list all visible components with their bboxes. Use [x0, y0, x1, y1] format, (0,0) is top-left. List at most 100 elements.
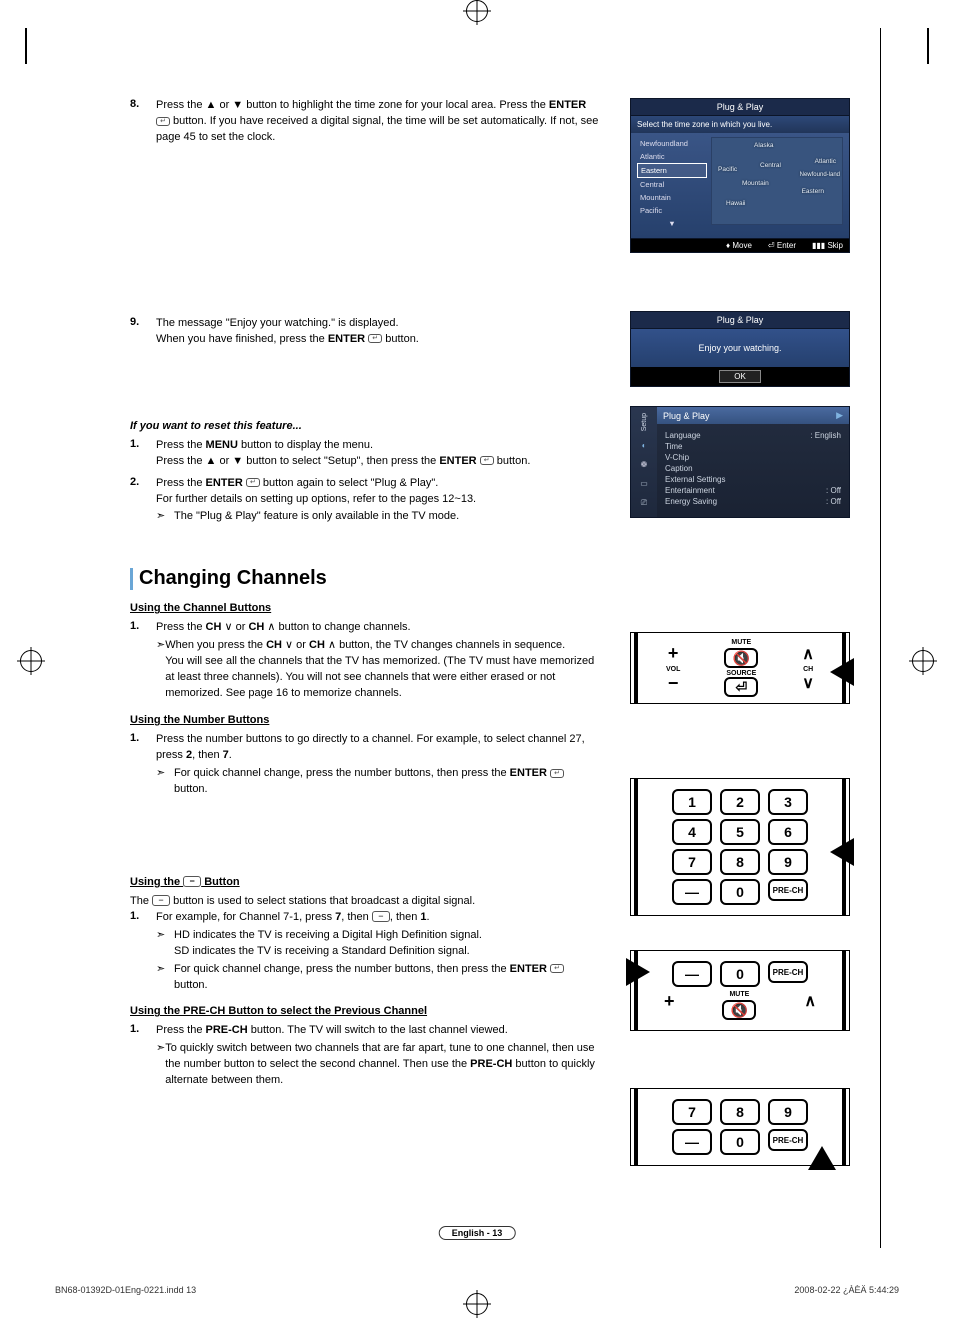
body-text: The message "Enjoy your watching." is di…	[156, 316, 600, 332]
key-dash: —	[672, 879, 712, 905]
input-icon: ▭	[640, 479, 648, 488]
key-8: 8	[720, 1099, 760, 1125]
move-hint: ♦ Move	[726, 241, 752, 250]
chevron-right-icon: ▶	[836, 410, 843, 421]
key-6: 6	[768, 819, 808, 845]
vol-label: VOL	[666, 666, 680, 673]
key-dash: —	[672, 961, 712, 987]
prech-step-1: 1. Press the PRE-CH button. The TV will …	[130, 1023, 600, 1089]
timezone-list: Newfoundland Atlantic Eastern Central Mo…	[637, 137, 707, 230]
note-arrow-icon: ➣	[156, 962, 174, 994]
menu-row: External Settings	[665, 474, 841, 485]
note-arrow-icon: ➣	[156, 766, 174, 798]
osd-subtitle: Select the time zone in which you live.	[630, 116, 850, 133]
map-label: Atlantic	[815, 158, 836, 165]
step-8: 8. Press the ▲ or ▼ button to highlight …	[130, 98, 600, 146]
note-arrow-icon: ➣	[156, 509, 174, 525]
menu-row: Time	[665, 441, 841, 452]
crop-mark	[25, 28, 27, 64]
registration-mark-icon	[912, 650, 934, 672]
tz-item: Newfoundland	[637, 137, 707, 150]
key-9: 9	[768, 1099, 808, 1125]
trim-line	[880, 28, 881, 1248]
note-text: You will see all the channels that the T…	[165, 654, 600, 702]
osd-enjoy-panel: Plug & Play Enjoy your watching. OK	[630, 311, 850, 387]
step-number: 1.	[130, 910, 156, 994]
step-number: 9.	[130, 316, 156, 348]
map-label: Mountain	[742, 180, 769, 187]
timezone-map: Alaska Pacific Central Atlantic Mountain…	[711, 137, 843, 225]
step-number: 1.	[130, 1023, 156, 1089]
note-text: The "Plug & Play" feature is only availa…	[174, 509, 459, 525]
step-number: 8.	[130, 98, 156, 146]
dash-icon: −	[152, 895, 170, 906]
note-arrow-icon: ➣	[156, 1041, 165, 1089]
note-text: SD indicates the TV is receiving a Stand…	[174, 944, 482, 960]
key-0: 0	[720, 961, 760, 987]
osd-message: Enjoy your watching.	[630, 329, 850, 367]
osd-footer: ♦ Move ⏎ Enter ▮▮▮ Skip	[630, 239, 850, 253]
enter-icon	[246, 478, 260, 487]
reset-step-1: 1. Press the MENU button to display the …	[130, 438, 600, 470]
note-arrow-icon: ➣	[156, 638, 165, 702]
section-heading: Changing Channels	[130, 567, 600, 590]
num-step-1: 1. Press the number buttons to go direct…	[130, 732, 600, 798]
setup-tab-label: Setup	[641, 413, 648, 431]
osd-footer: OK	[630, 367, 850, 387]
dash-icon: −	[372, 911, 390, 922]
osd-menu-head: Plug & Play ▶	[657, 407, 849, 424]
pointer-arrow-icon	[830, 838, 854, 866]
remote-vol-ch-diagram: +VOL− MUTE 🔇 SOURCE ⏎ ∧CH∨	[630, 632, 850, 704]
tz-item: Pacific	[637, 204, 707, 217]
enter-icon	[550, 769, 564, 778]
ch-step-1: 1. Press the CH ∨ or CH ∧ button to chan…	[130, 620, 600, 702]
key-4: 4	[672, 819, 712, 845]
step-9: 9. The message "Enjoy your watching." is…	[130, 316, 600, 348]
intro-text: The − button is used to select stations …	[130, 894, 600, 910]
key-0: 0	[720, 1129, 760, 1155]
input-icon: ⎚	[641, 498, 647, 508]
indd-filename: BN68-01392D-01Eng-0221.indd 13	[55, 1285, 196, 1295]
body-text: Press the ▲ or ▼ button to highlight the…	[156, 99, 549, 111]
menu-row: Language: English	[665, 430, 841, 441]
map-label: Newfound-land	[800, 172, 840, 178]
body-text: When you have finished, press the	[156, 333, 328, 345]
key-prech: PRE-CH	[768, 1129, 808, 1151]
key-7: 7	[672, 849, 712, 875]
enter-icon	[156, 117, 170, 126]
dash-icon: −	[183, 876, 201, 887]
enter-label: ENTER	[328, 333, 365, 345]
remote-dash-diagram: —0PRE-CH + MUTE🔇 ∧	[630, 950, 850, 1031]
step-number: 2.	[130, 476, 156, 526]
key-prech: PRE-CH	[768, 961, 808, 983]
key-prech: PRE-CH	[768, 879, 808, 901]
note-text: HD indicates the TV is receiving a Digit…	[174, 928, 482, 944]
key-5: 5	[720, 819, 760, 845]
body-text: button. If you have received a digital s…	[156, 115, 598, 143]
map-label: Hawaii	[726, 200, 746, 207]
menu-row: Caption	[665, 463, 841, 474]
ch-label: CH	[803, 666, 813, 673]
source-label: SOURCE	[726, 670, 756, 677]
reset-heading: If you want to reset this feature...	[130, 420, 600, 432]
osd-icon-rail: Setup ◐ ❁ ▭ ⎚	[631, 407, 657, 517]
chevron-down-icon: ▼	[637, 217, 707, 230]
mute-label: MUTE	[731, 639, 751, 646]
step-number: 1.	[130, 620, 156, 702]
key-3: 3	[768, 789, 808, 815]
pointer-arrow-icon	[626, 958, 650, 986]
tz-item-selected: Eastern	[637, 163, 707, 178]
manual-page: Plug & Play Select the time zone in whic…	[0, 0, 954, 1315]
osd-title: Plug & Play	[630, 98, 850, 116]
menu-title: Plug & Play	[663, 411, 710, 421]
picture-icon: ◐	[642, 441, 647, 450]
map-label: Eastern	[802, 188, 824, 195]
sub-heading: Using the Channel Buttons	[130, 602, 600, 614]
key-7: 7	[672, 1099, 712, 1125]
osd-title: Plug & Play	[630, 311, 850, 329]
registration-mark-icon	[466, 1293, 488, 1315]
mute-label: MUTE	[729, 991, 749, 998]
sub-heading: Using the PRE-CH Button to select the Pr…	[130, 1005, 600, 1017]
enter-label: ENTER	[549, 99, 586, 111]
enter-icon	[480, 456, 494, 465]
